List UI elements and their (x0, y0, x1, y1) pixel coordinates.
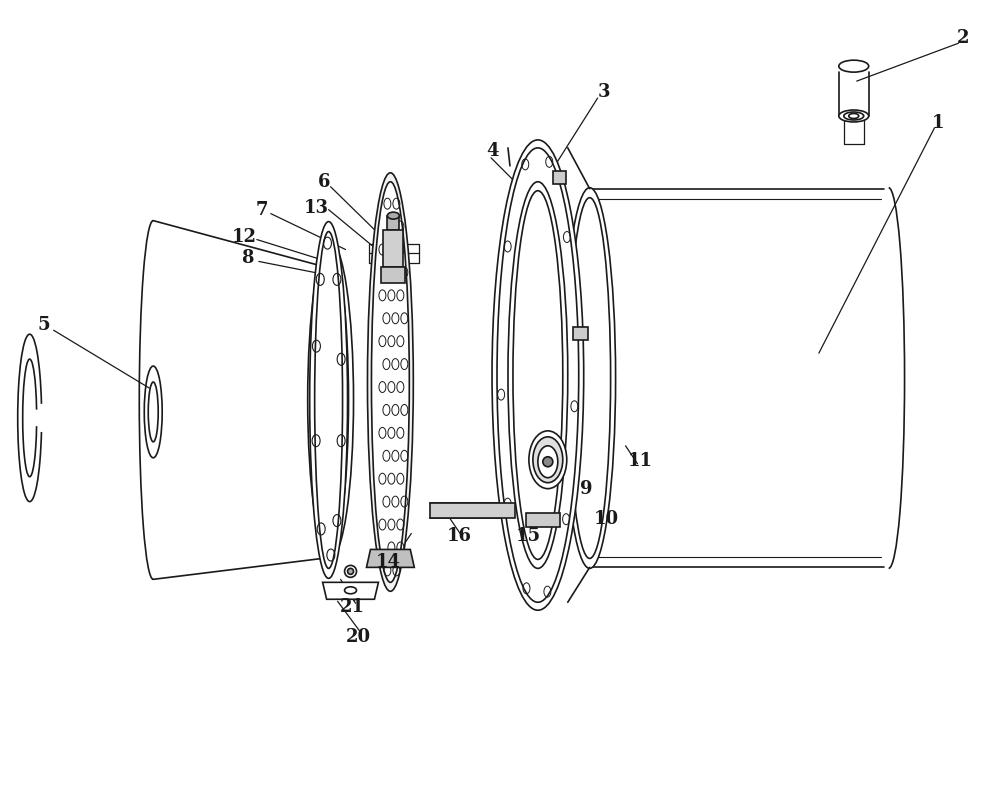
Ellipse shape (308, 243, 354, 557)
Text: 9: 9 (580, 479, 593, 498)
Text: 15: 15 (515, 527, 540, 545)
Text: 7: 7 (256, 200, 268, 219)
Ellipse shape (513, 191, 563, 560)
Text: 6: 6 (317, 173, 330, 191)
Ellipse shape (497, 148, 579, 602)
Text: 20: 20 (346, 628, 371, 646)
Text: 1: 1 (932, 114, 945, 132)
Ellipse shape (371, 182, 409, 582)
Text: 2: 2 (957, 29, 970, 47)
Ellipse shape (508, 182, 568, 568)
Text: 21: 21 (340, 598, 365, 616)
Polygon shape (381, 267, 405, 284)
Polygon shape (383, 230, 403, 267)
Ellipse shape (367, 173, 413, 591)
Polygon shape (387, 215, 399, 230)
Text: 8: 8 (241, 249, 253, 267)
Ellipse shape (533, 437, 563, 483)
Ellipse shape (529, 431, 567, 489)
Text: 5: 5 (37, 316, 50, 334)
Ellipse shape (387, 212, 399, 219)
Circle shape (345, 565, 357, 578)
Text: 12: 12 (231, 228, 256, 245)
Polygon shape (573, 327, 588, 340)
Polygon shape (553, 171, 566, 184)
Polygon shape (430, 502, 515, 517)
Circle shape (348, 568, 354, 575)
Ellipse shape (538, 446, 558, 478)
Circle shape (543, 457, 553, 467)
Text: 16: 16 (447, 527, 472, 545)
Ellipse shape (839, 61, 869, 72)
Ellipse shape (564, 188, 616, 568)
Ellipse shape (310, 222, 348, 578)
Ellipse shape (839, 110, 869, 122)
Polygon shape (366, 549, 414, 567)
Text: 11: 11 (628, 452, 653, 470)
Text: 13: 13 (304, 199, 329, 217)
Text: 3: 3 (597, 83, 610, 101)
Ellipse shape (315, 232, 343, 568)
Polygon shape (526, 512, 560, 527)
Text: 10: 10 (594, 509, 619, 527)
Text: 14: 14 (376, 553, 401, 571)
Text: 4: 4 (486, 141, 498, 160)
Ellipse shape (492, 140, 584, 610)
Polygon shape (323, 582, 378, 599)
